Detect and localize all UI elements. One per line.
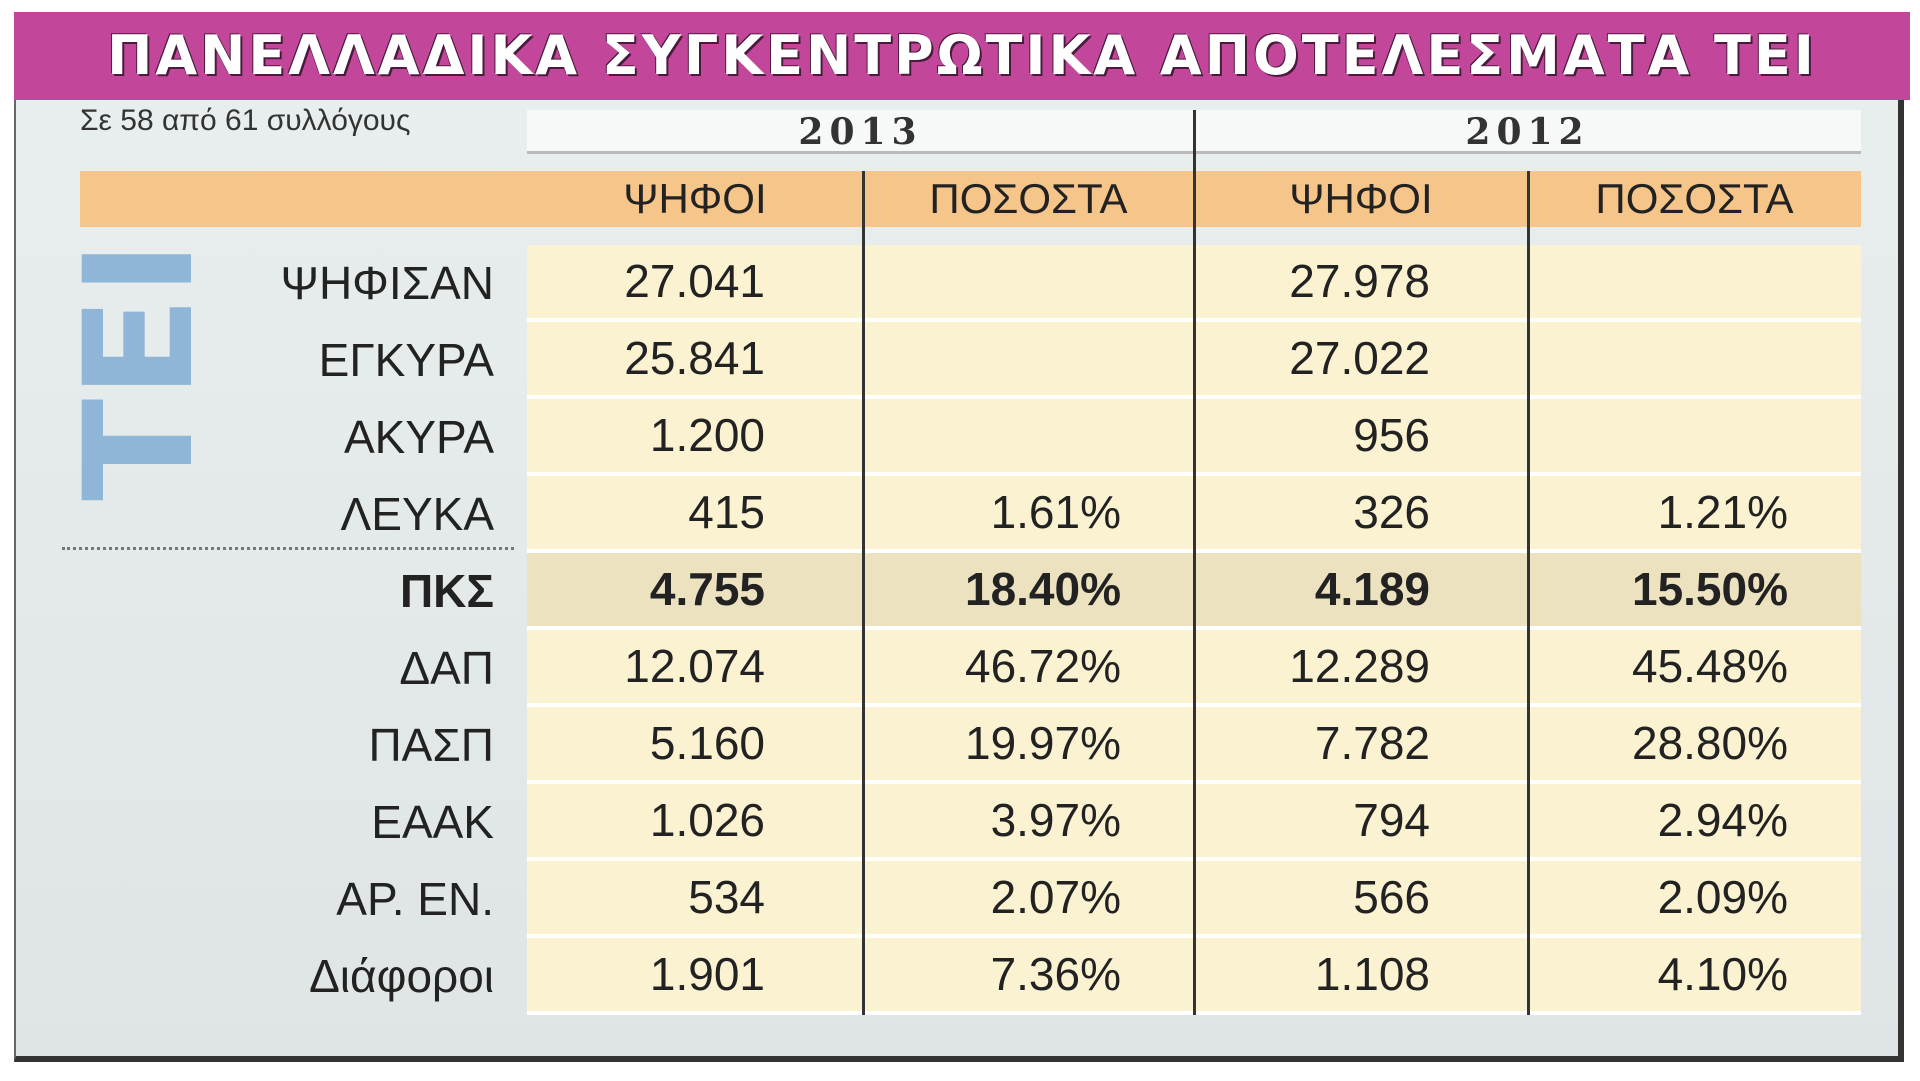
column-divider — [1527, 171, 1530, 1015]
row-label: ΑΡ. ΕΝ. — [336, 873, 494, 925]
table-cell: 1.61% — [863, 476, 1194, 553]
table-cell: 27.041 — [527, 245, 863, 322]
year-header: 2012 — [1194, 110, 1861, 154]
table-cell: 12.289 — [1194, 630, 1528, 707]
table-cell: 12.074 — [527, 630, 863, 707]
table-cell: 1.026 — [527, 784, 863, 861]
column-header: ΠΟΣΟΣΤΑ — [863, 171, 1194, 227]
table-cell: 534 — [527, 861, 863, 938]
column-divider — [1193, 110, 1196, 1015]
table-cell: 4.10% — [1528, 938, 1861, 1015]
table-cell: 7.36% — [863, 938, 1194, 1015]
table-cell: 1.901 — [527, 938, 863, 1015]
row-label: ΠΚΣ — [399, 565, 494, 617]
table-cell: 4.755 — [527, 553, 863, 630]
table-cell: 46.72% — [863, 630, 1194, 707]
row-label: ΕΑΑΚ — [371, 796, 494, 848]
table-cell: 566 — [1194, 861, 1528, 938]
title: ΠΑΝΕΛΛΑΔΙΚΑ ΣΥΓΚΕΝΤΡΩΤΙΚΑ ΑΠΟΤΕΛΕΣΜΑΤΑ Τ… — [14, 12, 1910, 100]
table-cell: 19.97% — [863, 707, 1194, 784]
header-blank — [80, 171, 527, 227]
table-cell: 1.21% — [1528, 476, 1861, 553]
table-cell: 25.841 — [527, 322, 863, 399]
table-cell: 18.40% — [863, 553, 1194, 630]
row-label: ΕΓΚΥΡΑ — [318, 334, 494, 386]
column-header: ΠΟΣΟΣΤΑ — [1528, 171, 1861, 227]
table-cell — [863, 399, 1194, 476]
table-cell: 2.09% — [1528, 861, 1861, 938]
column-header: ΨΗΦΟΙ — [527, 171, 863, 227]
table-cell: 3.97% — [863, 784, 1194, 861]
column-divider — [862, 171, 865, 1015]
table-cell: 4.189 — [1194, 553, 1528, 630]
table-cell: 956 — [1194, 399, 1528, 476]
column-header: ΨΗΦΟΙ — [1194, 171, 1528, 227]
table-cell — [1528, 322, 1861, 399]
table-cell: 15.50% — [1528, 553, 1861, 630]
separator — [62, 547, 514, 550]
row-label: ΑΚΥΡΑ — [344, 411, 494, 463]
table-cell: 415 — [527, 476, 863, 553]
table-cell: 27.022 — [1194, 322, 1528, 399]
table-cell — [863, 322, 1194, 399]
table-cell: 2.94% — [1528, 784, 1861, 861]
row-label: ΨΗΦΙΣΑΝ — [280, 257, 494, 309]
row-label: ΠΑΣΠ — [368, 719, 494, 771]
table-cell: 1.200 — [527, 399, 863, 476]
table-cell — [863, 245, 1194, 322]
subtitle: Σε 58 από 61 συλλόγους — [80, 104, 411, 137]
table-cell: 27.978 — [1194, 245, 1528, 322]
table-cell: 5.160 — [527, 707, 863, 784]
table-cell: 28.80% — [1528, 707, 1861, 784]
year-header: 2013 — [527, 110, 1194, 154]
table-cell: 2.07% — [863, 861, 1194, 938]
row-label: Διάφοροι — [309, 950, 494, 1002]
row-label: ΛΕΥΚΑ — [340, 488, 494, 540]
table-cell: 794 — [1194, 784, 1528, 861]
table-cell — [1528, 399, 1861, 476]
table-cell: 45.48% — [1528, 630, 1861, 707]
table-cell: 1.108 — [1194, 938, 1528, 1015]
table-cell: 326 — [1194, 476, 1528, 553]
row-label: ΔΑΠ — [399, 642, 494, 694]
table-cell: 7.782 — [1194, 707, 1528, 784]
table-cell — [1528, 245, 1861, 322]
